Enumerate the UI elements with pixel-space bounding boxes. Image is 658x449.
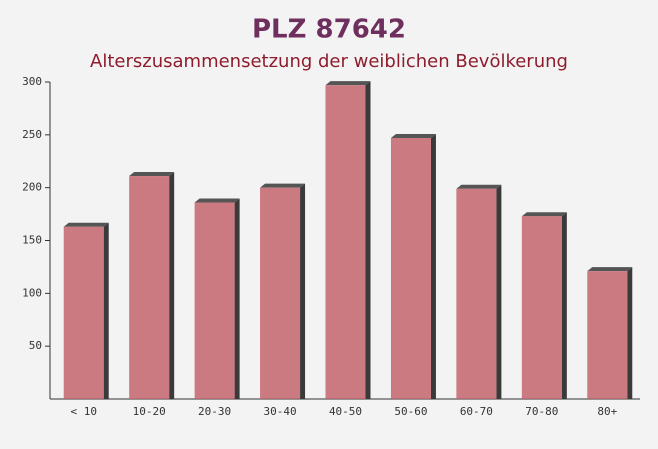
bar-shadow (234, 198, 240, 399)
y-tick-label: 100 (22, 286, 42, 299)
bar (325, 85, 366, 400)
x-tick-label: 70-80 (525, 405, 558, 418)
bar-top (194, 198, 240, 203)
bar (456, 188, 497, 399)
bar-top (587, 267, 633, 272)
bar (260, 187, 301, 399)
bar-shadow (430, 134, 436, 399)
bar-top (63, 222, 109, 227)
bar-shadow (169, 172, 175, 399)
bar-top (260, 183, 306, 188)
bar (129, 176, 170, 399)
x-tick-label: 40-50 (329, 405, 362, 418)
bar-shadow (561, 212, 567, 399)
x-tick-label: < 10 (70, 405, 97, 418)
bar-shadow (627, 267, 633, 399)
x-tick-label: 80+ (597, 405, 617, 418)
bar (521, 216, 562, 399)
y-tick-label: 150 (22, 234, 42, 247)
bar-shadow (365, 81, 371, 400)
bar (587, 271, 628, 399)
y-tick-label: 50 (29, 339, 42, 352)
bar-shadow (300, 183, 306, 399)
bar (390, 138, 431, 399)
x-tick-label: 20-30 (198, 405, 231, 418)
bar-top (325, 81, 371, 86)
y-tick-label: 200 (22, 181, 42, 194)
chart-subtitle: Alterszusammensetzung der weiblichen Bev… (90, 51, 568, 72)
x-tick-label: 60-70 (460, 405, 493, 418)
y-tick-label: 250 (22, 128, 42, 141)
x-tick-label: 30-40 (263, 405, 296, 418)
bar-top (390, 134, 436, 139)
x-tick-label: 50-60 (394, 405, 427, 418)
bar-shadow (103, 222, 109, 399)
bar-top (521, 212, 567, 217)
bar (63, 226, 104, 399)
bar-shadow (496, 184, 502, 399)
bar-top (456, 184, 502, 189)
chart-title: PLZ 87642 (252, 15, 406, 45)
y-tick-label: 300 (22, 75, 42, 88)
bar (194, 202, 235, 399)
x-tick-label: 10-20 (133, 405, 166, 418)
bar-top (129, 172, 175, 177)
